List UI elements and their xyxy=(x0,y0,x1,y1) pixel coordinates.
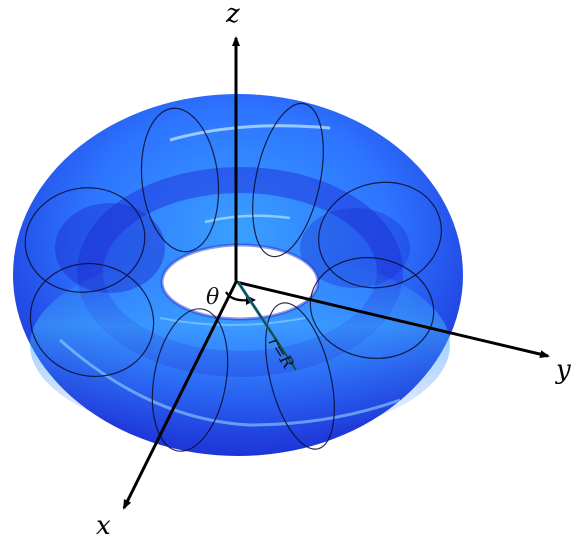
x-axis xyxy=(122,281,238,510)
x-axis-label: x xyxy=(96,511,111,540)
meridian-circle xyxy=(318,181,442,289)
torus-hole-rim xyxy=(160,243,320,321)
meridian-circle xyxy=(309,256,435,360)
meridian-circle xyxy=(265,302,335,450)
meridian-circle xyxy=(140,107,220,253)
meridian-circle xyxy=(29,262,155,378)
meridian-circles xyxy=(24,102,442,452)
torus-highlights xyxy=(59,124,401,427)
y-axis xyxy=(235,280,550,359)
y-axis-label: y xyxy=(555,355,571,385)
meridian-circle xyxy=(151,308,229,452)
z-axis-label: z xyxy=(225,0,240,29)
coordinate-axes xyxy=(122,36,550,510)
meridian-circle xyxy=(252,102,324,258)
radius-line xyxy=(236,281,298,371)
meridian-circle xyxy=(24,187,146,293)
theta-label: θ xyxy=(206,285,219,310)
